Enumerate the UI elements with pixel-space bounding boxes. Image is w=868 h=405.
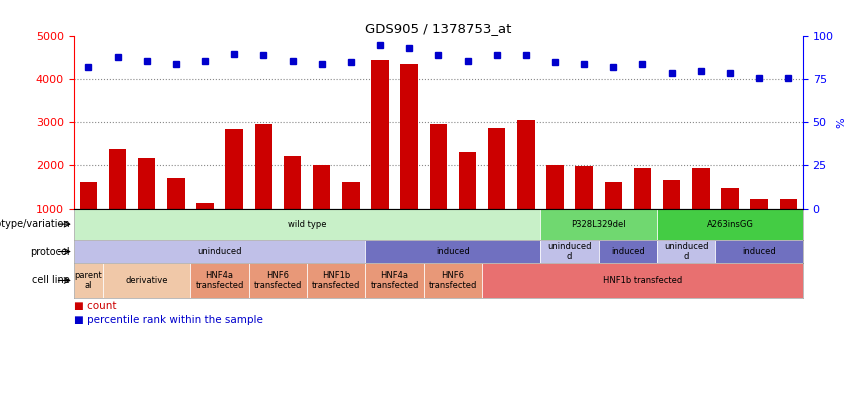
Bar: [459, 152, 477, 252]
Text: derivative: derivative: [126, 276, 168, 285]
Bar: [168, 177, 185, 252]
Bar: [400, 64, 418, 252]
Bar: [74, 240, 365, 263]
Bar: [692, 168, 709, 252]
Bar: [196, 203, 214, 252]
Bar: [74, 263, 103, 298]
Bar: [372, 60, 389, 252]
Bar: [284, 156, 301, 252]
Text: ■ percentile rank within the sample: ■ percentile rank within the sample: [74, 315, 263, 325]
Bar: [482, 263, 803, 298]
Bar: [634, 168, 651, 252]
Bar: [365, 240, 541, 263]
Text: A263insGG: A263insGG: [707, 220, 753, 229]
Bar: [190, 263, 249, 298]
Text: HNF6
transfected: HNF6 transfected: [253, 271, 302, 290]
Text: HNF6
transfected: HNF6 transfected: [429, 271, 477, 290]
Text: HNF4a
transfected: HNF4a transfected: [371, 271, 418, 290]
Bar: [74, 209, 541, 240]
Bar: [599, 240, 657, 263]
Bar: [575, 166, 593, 252]
Bar: [424, 263, 482, 298]
Bar: [342, 182, 359, 252]
Bar: [663, 180, 681, 252]
Bar: [541, 209, 657, 240]
Text: uninduced: uninduced: [197, 247, 242, 256]
Text: genotype/variation: genotype/variation: [0, 219, 70, 229]
Bar: [138, 158, 155, 252]
Y-axis label: %: %: [837, 117, 846, 128]
Bar: [80, 182, 97, 252]
Bar: [254, 124, 272, 252]
Bar: [721, 188, 739, 252]
Bar: [751, 198, 768, 252]
Bar: [307, 263, 365, 298]
Bar: [657, 209, 803, 240]
Text: wild type: wild type: [288, 220, 326, 229]
Text: ■ count: ■ count: [74, 301, 116, 311]
Text: HNF1b transfected: HNF1b transfected: [603, 276, 682, 285]
Bar: [103, 263, 190, 298]
Text: protocol: protocol: [30, 247, 70, 256]
Text: parent
al: parent al: [75, 271, 102, 290]
Bar: [546, 165, 563, 252]
Bar: [605, 182, 622, 252]
Bar: [249, 263, 307, 298]
Bar: [779, 198, 797, 252]
Text: induced: induced: [611, 247, 645, 256]
Text: uninduced
d: uninduced d: [548, 242, 592, 261]
Bar: [517, 120, 535, 252]
Bar: [430, 124, 447, 252]
Bar: [226, 129, 243, 252]
Bar: [108, 149, 126, 252]
Bar: [365, 263, 424, 298]
Text: induced: induced: [742, 247, 776, 256]
Bar: [541, 240, 599, 263]
Bar: [657, 240, 715, 263]
Text: cell line: cell line: [32, 275, 70, 286]
Title: GDS905 / 1378753_at: GDS905 / 1378753_at: [365, 22, 511, 35]
Text: P328L329del: P328L329del: [571, 220, 626, 229]
Text: HNF4a
transfected: HNF4a transfected: [195, 271, 244, 290]
Text: uninduced
d: uninduced d: [664, 242, 708, 261]
Bar: [313, 166, 331, 252]
Bar: [715, 240, 803, 263]
Bar: [488, 128, 505, 252]
Text: induced: induced: [436, 247, 470, 256]
Text: HNF1b
transfected: HNF1b transfected: [312, 271, 360, 290]
